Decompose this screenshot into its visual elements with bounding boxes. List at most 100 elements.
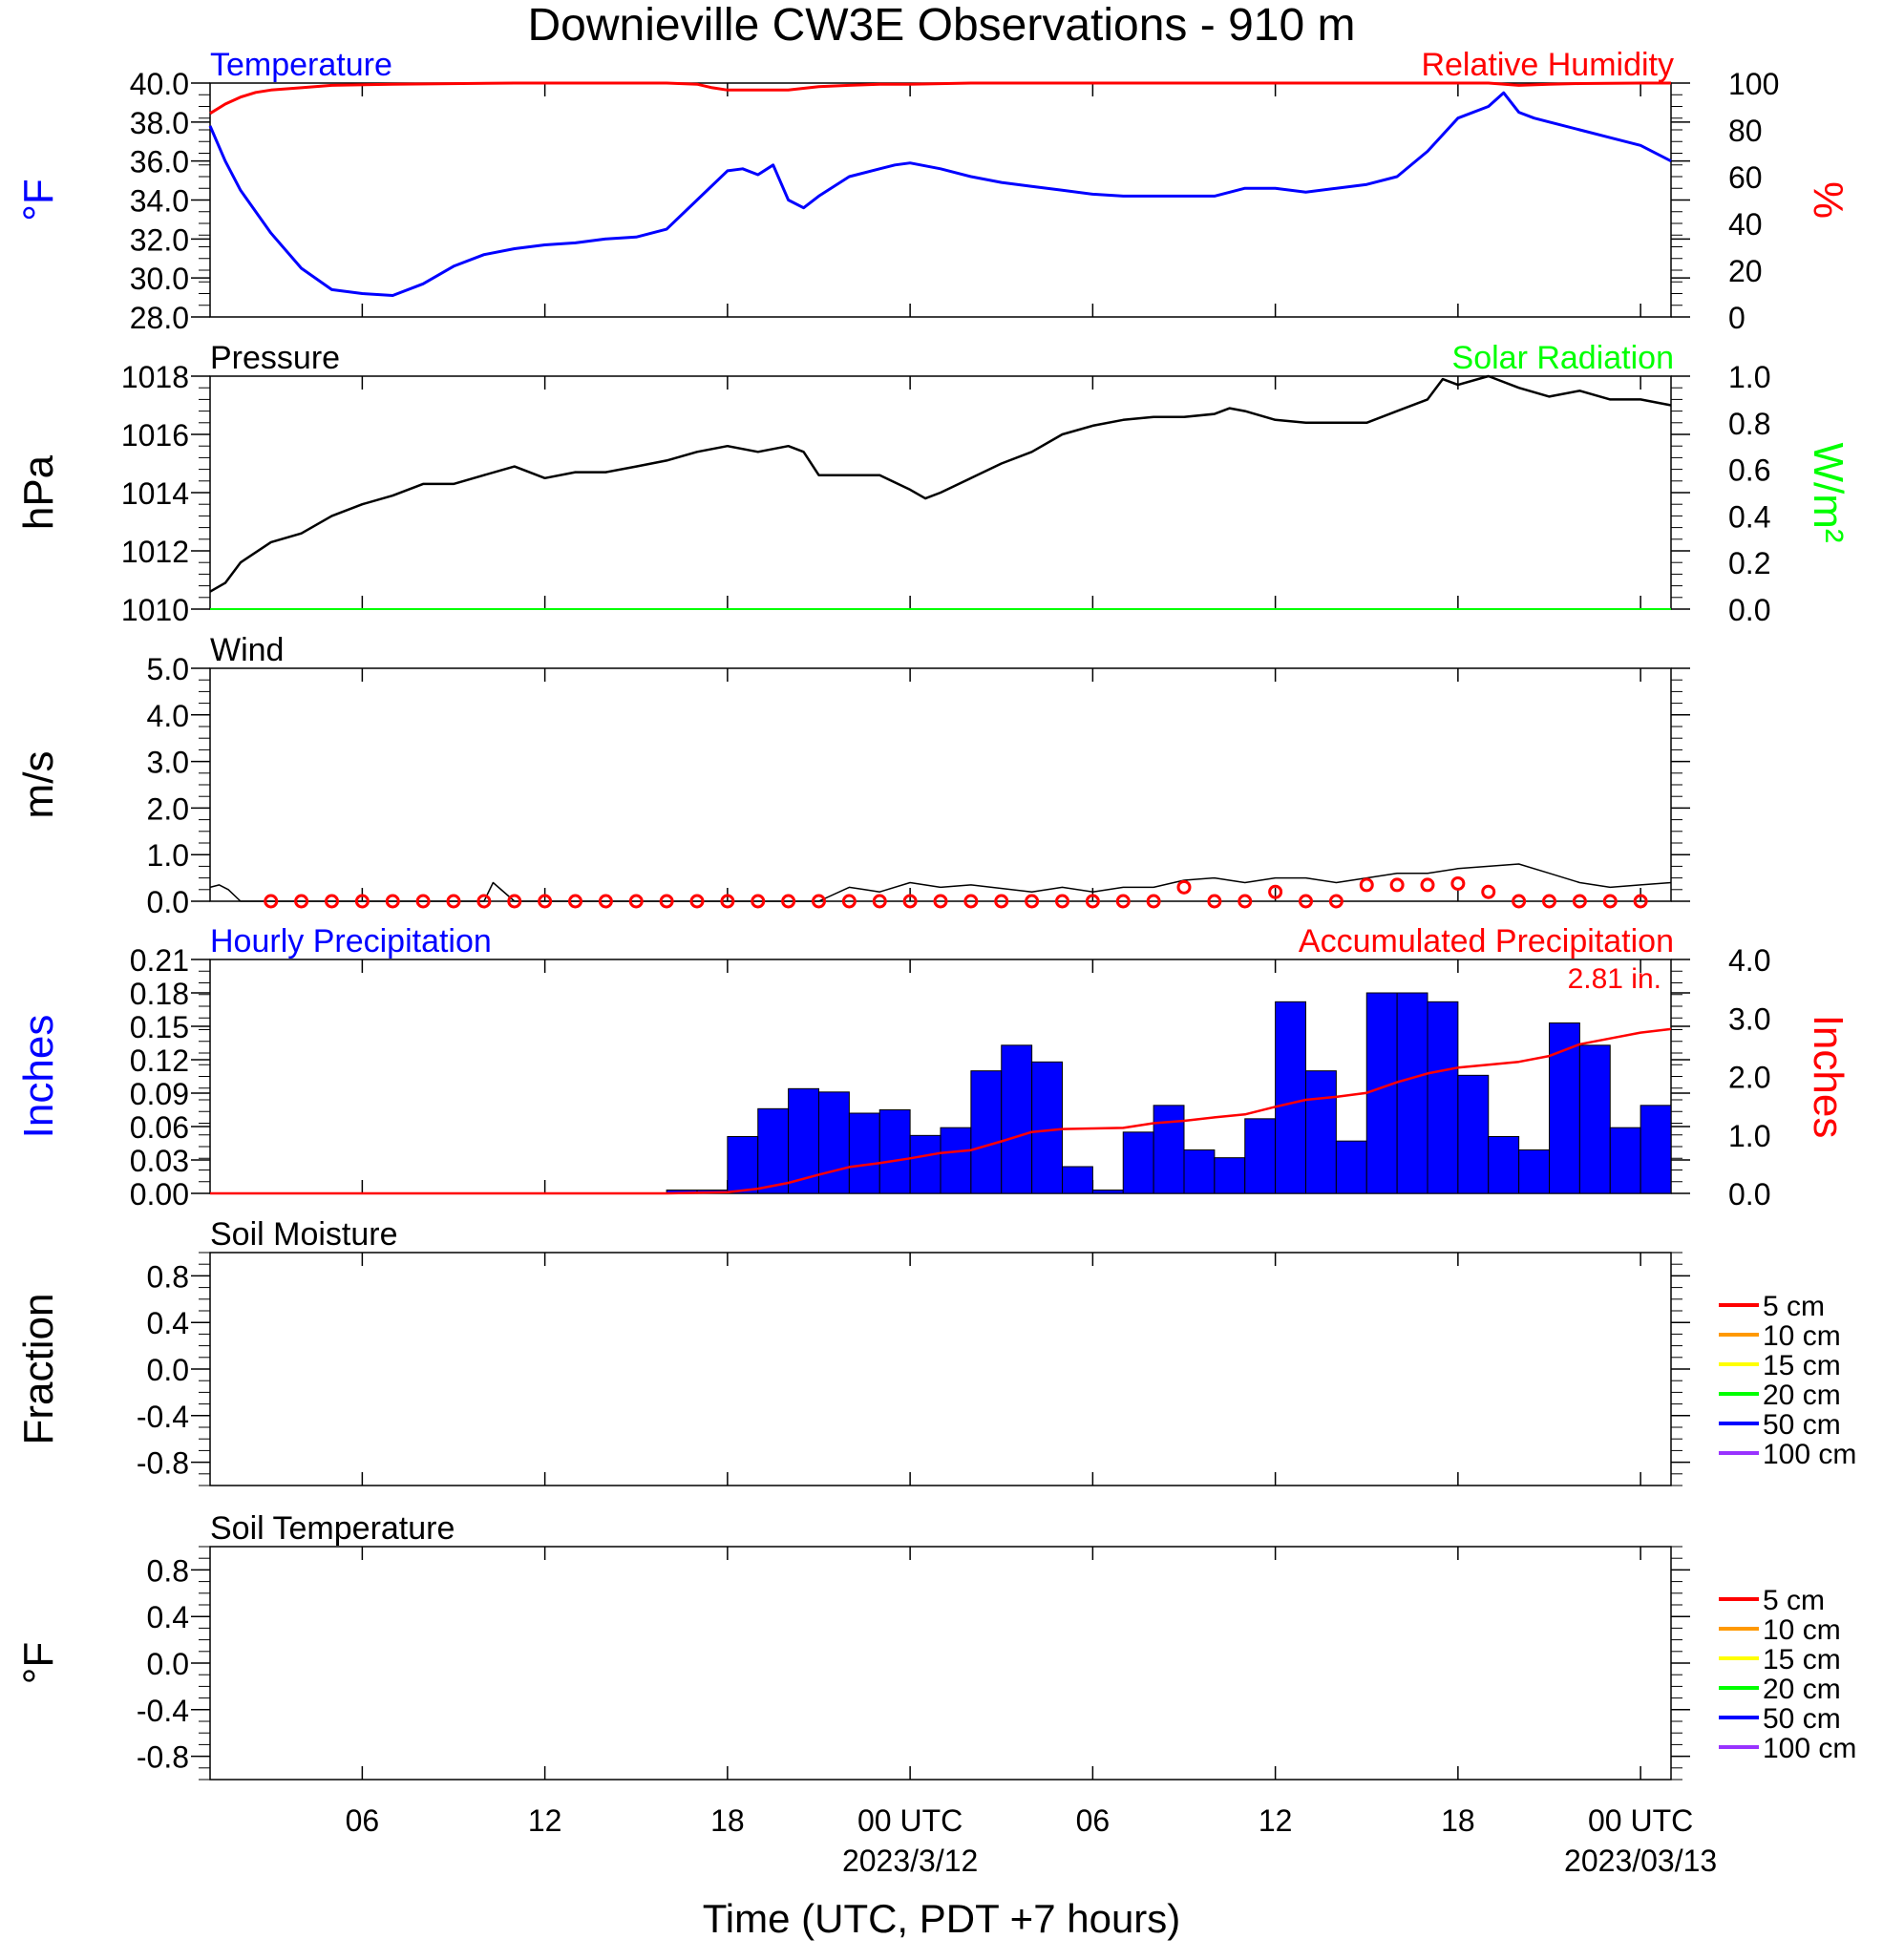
- soil_temperature-legend-label: 20 cm: [1763, 1674, 1841, 1705]
- pressure-title-right: Solar Radiation: [1452, 340, 1674, 376]
- precip-bar: [1183, 1149, 1216, 1194]
- temperature-title-right: Relative Humidity: [1421, 47, 1674, 83]
- gust-marker: [1389, 877, 1405, 893]
- gust-marker: [1299, 894, 1313, 909]
- precip-bar: [970, 1070, 1003, 1194]
- pressure-ytick-label-left: 1018: [121, 360, 189, 394]
- precip-bar: [1549, 1022, 1580, 1194]
- x-tick-label: 18: [1441, 1803, 1475, 1838]
- precip-bar: [1396, 992, 1428, 1194]
- temperature-ytick-label-left: 34.0: [130, 184, 189, 219]
- x-tick-label: 06: [1076, 1803, 1111, 1838]
- precip-ytick-label-right: 4.0: [1728, 943, 1770, 978]
- soil_temperature-legend-label: 5 cm: [1763, 1585, 1825, 1616]
- gust-marker: [1115, 894, 1131, 909]
- precip-bar: [1640, 1105, 1672, 1194]
- gust-marker: [1055, 894, 1069, 909]
- gust-marker: [1238, 894, 1253, 909]
- pressure-line: [209, 374, 1672, 593]
- precip-ytick-label-left: 0.09: [130, 1077, 189, 1111]
- precip-ytick-label-right: 2.0: [1728, 1061, 1770, 1095]
- gust-marker: [568, 894, 582, 909]
- pressure-ylabel-right: W/m²: [1805, 442, 1851, 542]
- gust-marker: [963, 894, 979, 909]
- soil_temperature-ytick-label-left: -0.4: [137, 1694, 189, 1728]
- pressure-ytick-label-right: 0.8: [1728, 407, 1770, 441]
- soil_moisture-legend-label: 10 cm: [1763, 1320, 1841, 1352]
- precip-bar: [1275, 1001, 1306, 1194]
- soil_temperature-legend-label: 15 cm: [1763, 1644, 1841, 1675]
- soil_moisture-legend-label: 5 cm: [1763, 1291, 1825, 1322]
- x-tick-label: 06: [346, 1803, 380, 1838]
- temperature-humidity-panel: 28.0 30.0 32.034.0 36.0 38.0 40.0 0 20 40 60 80 100…: [15, 47, 1851, 335]
- soil_moisture-title-left: Soil Moisture: [210, 1216, 398, 1253]
- temperature-ytick-label-right: 60: [1728, 160, 1763, 195]
- pressure-ytick-label-left: 1012: [121, 535, 189, 569]
- gust-marker: [720, 894, 735, 909]
- x-axis-title: Time (UTC, PDT +7 hours): [703, 1896, 1181, 1941]
- gust-marker: [1328, 894, 1343, 909]
- gust-marker: [507, 894, 522, 909]
- soil_moisture-ylabel-left: Fraction: [15, 1294, 62, 1445]
- soil-moisture-panel: -0.8 -0.4 0.0 0.4 0.8 Soil Moisture Fraction 5 …: [15, 1216, 1856, 1486]
- pressure-ytick-label-right: 0.4: [1728, 499, 1770, 534]
- precip-bar: [909, 1134, 942, 1194]
- soil_temperature-legend-label: 10 cm: [1763, 1614, 1841, 1646]
- precip-bar: [1122, 1131, 1154, 1194]
- pressure-ytick-label-right: 0.2: [1728, 546, 1770, 580]
- gust-marker: [1085, 894, 1100, 909]
- precip-ytick-label-left: 0.15: [130, 1010, 189, 1044]
- precip-bar: [1001, 1044, 1033, 1194]
- gust-marker: [538, 894, 553, 909]
- pressure-ylabel-left: hPa: [15, 454, 62, 530]
- gust-marker: [598, 894, 613, 909]
- precip-ylabel-right: Inches: [1805, 1015, 1851, 1139]
- precip-bar: [940, 1127, 972, 1194]
- gust-marker: [689, 894, 705, 909]
- soil_moisture-ytick-label-left: -0.8: [137, 1446, 189, 1481]
- precip-bar: [1365, 992, 1398, 1194]
- gust-marker: [659, 894, 674, 909]
- soil_temperature-ytick-label-left: 0.4: [147, 1600, 189, 1634]
- temperature-ytick-label-left: 32.0: [130, 222, 189, 257]
- x-tick-label: 12: [1259, 1803, 1293, 1838]
- gust-marker: [1633, 894, 1648, 909]
- precip-ytick-label-left: 0.18: [130, 977, 189, 1011]
- wind-ytick-label-left: 0.0: [147, 885, 189, 919]
- x-tick-label: 00 UTC: [1588, 1803, 1693, 1838]
- gust-marker: [812, 894, 826, 909]
- pressure-solar-panel: 1010 1012 1014 1016 1018 0.0 0.2 0.4 0.6 0.8 1.0 Pr…: [15, 340, 1851, 627]
- soil_moisture-ytick-label-left: 0.8: [147, 1259, 189, 1294]
- pressure-ytick-label-right: 0.6: [1728, 453, 1770, 488]
- temperature-ytick-label-left: 28.0: [130, 301, 189, 335]
- gust-marker: [933, 894, 948, 909]
- wind-ytick-label-left: 5.0: [147, 652, 189, 686]
- soil_moisture-ytick-label-left: -0.4: [137, 1400, 189, 1434]
- gust-marker: [994, 894, 1009, 909]
- wind-ytick-label-left: 3.0: [147, 746, 189, 780]
- temperature-ytick-label-left: 40.0: [130, 67, 189, 101]
- humidity-line: [209, 81, 1671, 116]
- precip-ytick-label-right: 3.0: [1728, 1001, 1770, 1036]
- x-tick-label: 12: [528, 1803, 562, 1838]
- gust-marker: [1359, 877, 1374, 893]
- gust-marker: [1268, 884, 1283, 899]
- gust-marker: [476, 894, 492, 909]
- pressure-ytick-label-left: 1014: [121, 476, 189, 511]
- precip-ytick-label-right: 1.0: [1728, 1119, 1770, 1153]
- total-precip-label: 2.81 in.: [1568, 963, 1661, 995]
- wind-ytick-label-left: 1.0: [147, 838, 189, 873]
- precip-title-left: Hourly Precipitation: [210, 923, 492, 959]
- gust-marker: [264, 894, 279, 909]
- precip-bar: [1062, 1166, 1093, 1194]
- pressure-ytick-label-left: 1010: [121, 593, 189, 627]
- precip-ytick-label-left: 0.06: [130, 1110, 189, 1145]
- accumulated-precip-line: [210, 1027, 1672, 1195]
- precip-bar: [1488, 1136, 1520, 1194]
- precip-ytick-label-left: 0.03: [130, 1144, 189, 1178]
- gust-marker: [1542, 894, 1556, 909]
- gust-marker: [872, 894, 887, 909]
- pressure-ytick-label-right: 1.0: [1728, 360, 1770, 394]
- precip-title-right: Accumulated Precipitation: [1299, 923, 1674, 959]
